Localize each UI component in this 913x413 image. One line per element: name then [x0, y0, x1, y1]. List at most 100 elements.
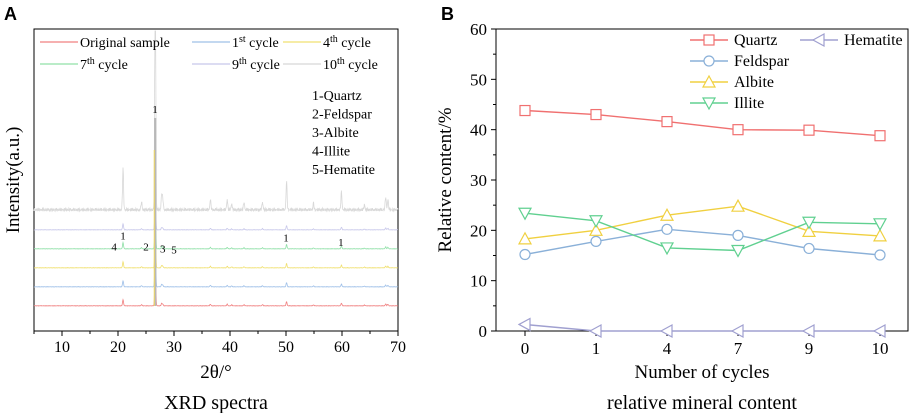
panel-b-legend: Quartz Hematite Feldspar Albite Illite [690, 32, 903, 112]
xrd-series-line [33, 30, 399, 213]
triangle-down-marker [801, 216, 817, 230]
circle-marker [661, 223, 673, 235]
triangle-left-marker [588, 323, 602, 339]
panel-b-frame [495, 28, 909, 332]
y-tick-label: 40 [470, 121, 487, 140]
square-marker [519, 104, 531, 117]
square-marker [874, 130, 886, 142]
series-line [524, 323, 880, 332]
circle-marker [874, 249, 886, 261]
panel-b-title: relative mineral content [607, 392, 797, 413]
legend-label: 1st cycle [232, 34, 279, 51]
triangle-up-marker [588, 223, 604, 236]
peak-label: 4 [111, 241, 117, 253]
series-quartz [519, 104, 886, 142]
triangle-left-marker [659, 323, 673, 339]
peak-label: 2 [143, 241, 149, 253]
panel-a-x-label: 2θ/° [200, 362, 231, 383]
panel-b-mineral-content: B 0 10 20 30 40 50 60 0 1 4 7 9 10 Quartz Hematite Fe… [435, 4, 909, 413]
y-tick-label: 10 [470, 272, 487, 291]
x-tick-label: 0 [521, 339, 530, 358]
triangle-up-marker [659, 207, 675, 221]
triangle-up-marker [872, 228, 888, 242]
triangle-left-marker [872, 323, 886, 339]
legend-label: Hematite [844, 32, 903, 49]
legend-label: 9th cycle [232, 56, 280, 73]
y-tick-label: 30 [470, 171, 487, 190]
legend-label: 7th cycle [80, 56, 128, 73]
panel-a-frame [33, 28, 399, 332]
peak-annotations: 114 2 3 51 1 [111, 104, 343, 257]
series-line [524, 109, 881, 137]
x-tick-label: 20 [110, 339, 126, 356]
triangle-left-marker [517, 317, 531, 332]
x-tick-label: 70 [390, 339, 406, 356]
x-tick-label: 10 [54, 339, 70, 356]
circle-marker [732, 229, 744, 241]
mineral-series-group [517, 104, 888, 339]
panel-b-x-label: Number of cycles [634, 362, 769, 383]
legend-label: 10th cycle [323, 56, 378, 73]
triangle-up-marker [730, 198, 746, 212]
triangle-left-marker [811, 32, 825, 48]
circle-marker [519, 248, 531, 261]
y-tick-label: 20 [470, 221, 487, 240]
panel-a-legend: Original sample 1st cycle 4th cycle 7th cyc… [40, 34, 378, 73]
peak-label: 5 [171, 245, 177, 257]
legend-label: 4th cycle [323, 34, 371, 51]
x-tick-label: 40 [222, 339, 238, 356]
legend-label: Quartz [734, 32, 778, 49]
x-tick-label: 10 [872, 339, 889, 358]
panel-a-x-axis: 10 20 30 40 50 60 70 [33, 331, 406, 356]
circle-marker [803, 242, 815, 255]
peak-label: 1 [338, 237, 344, 249]
legend-label: Albite [734, 74, 774, 91]
series-hematite [517, 317, 886, 339]
triangle-down-marker [872, 218, 888, 232]
triangle-down-marker [659, 242, 675, 256]
panel-b-y-axis: 0 10 20 30 40 50 60 [470, 20, 496, 341]
peak-label: 3 [160, 244, 166, 256]
panel-a-title: XRD spectra [164, 392, 268, 413]
panel-b-label: B [441, 4, 454, 24]
x-tick-label: 1 [592, 339, 601, 358]
y-tick-label: 60 [470, 20, 487, 39]
series-feldspar [519, 223, 886, 261]
x-tick-label: 4 [663, 339, 672, 358]
series-line [524, 205, 881, 240]
triangle-down-marker [730, 244, 746, 258]
phase-legend: 1-Quartz 2-Feldspar 3-Albite 4-Illite 5-Hema… [312, 89, 375, 178]
phase-label: 5-Hematite [312, 163, 375, 178]
xrd-series-line [33, 191, 399, 231]
phase-label: 1-Quartz [312, 89, 362, 104]
xrd-series-line [33, 267, 399, 307]
x-tick-label: 9 [805, 339, 814, 358]
square-marker [703, 34, 715, 46]
square-marker [661, 116, 673, 128]
square-marker [803, 124, 815, 136]
circle-marker [590, 235, 602, 248]
phase-label: 4-Illite [312, 145, 350, 160]
triangle-left-marker [730, 323, 744, 339]
triangle-up-marker [517, 231, 533, 245]
triangle-up-marker [701, 74, 717, 88]
triangle-down-marker [588, 215, 604, 229]
xrd-series-line [33, 249, 399, 288]
peak-label: 1 [120, 230, 126, 242]
triangle-left-marker [801, 323, 815, 339]
x-tick-label: 30 [166, 339, 182, 356]
xrd-series-line [33, 210, 398, 250]
phase-label: 2-Feldspar [312, 108, 372, 123]
panel-a-label: A [4, 4, 17, 24]
panel-b-x-axis: 0 1 4 7 9 10 [521, 331, 889, 358]
y-tick-label: 0 [479, 322, 488, 341]
x-tick-label: 7 [734, 339, 743, 358]
square-marker [732, 124, 744, 136]
xrd-series-line [33, 230, 398, 269]
x-tick-label: 50 [278, 339, 294, 356]
triangle-down-marker [517, 207, 533, 221]
series-line [524, 212, 881, 252]
xrd-series-group [33, 30, 399, 307]
circle-marker [703, 55, 715, 67]
y-tick-label: 50 [470, 70, 487, 89]
